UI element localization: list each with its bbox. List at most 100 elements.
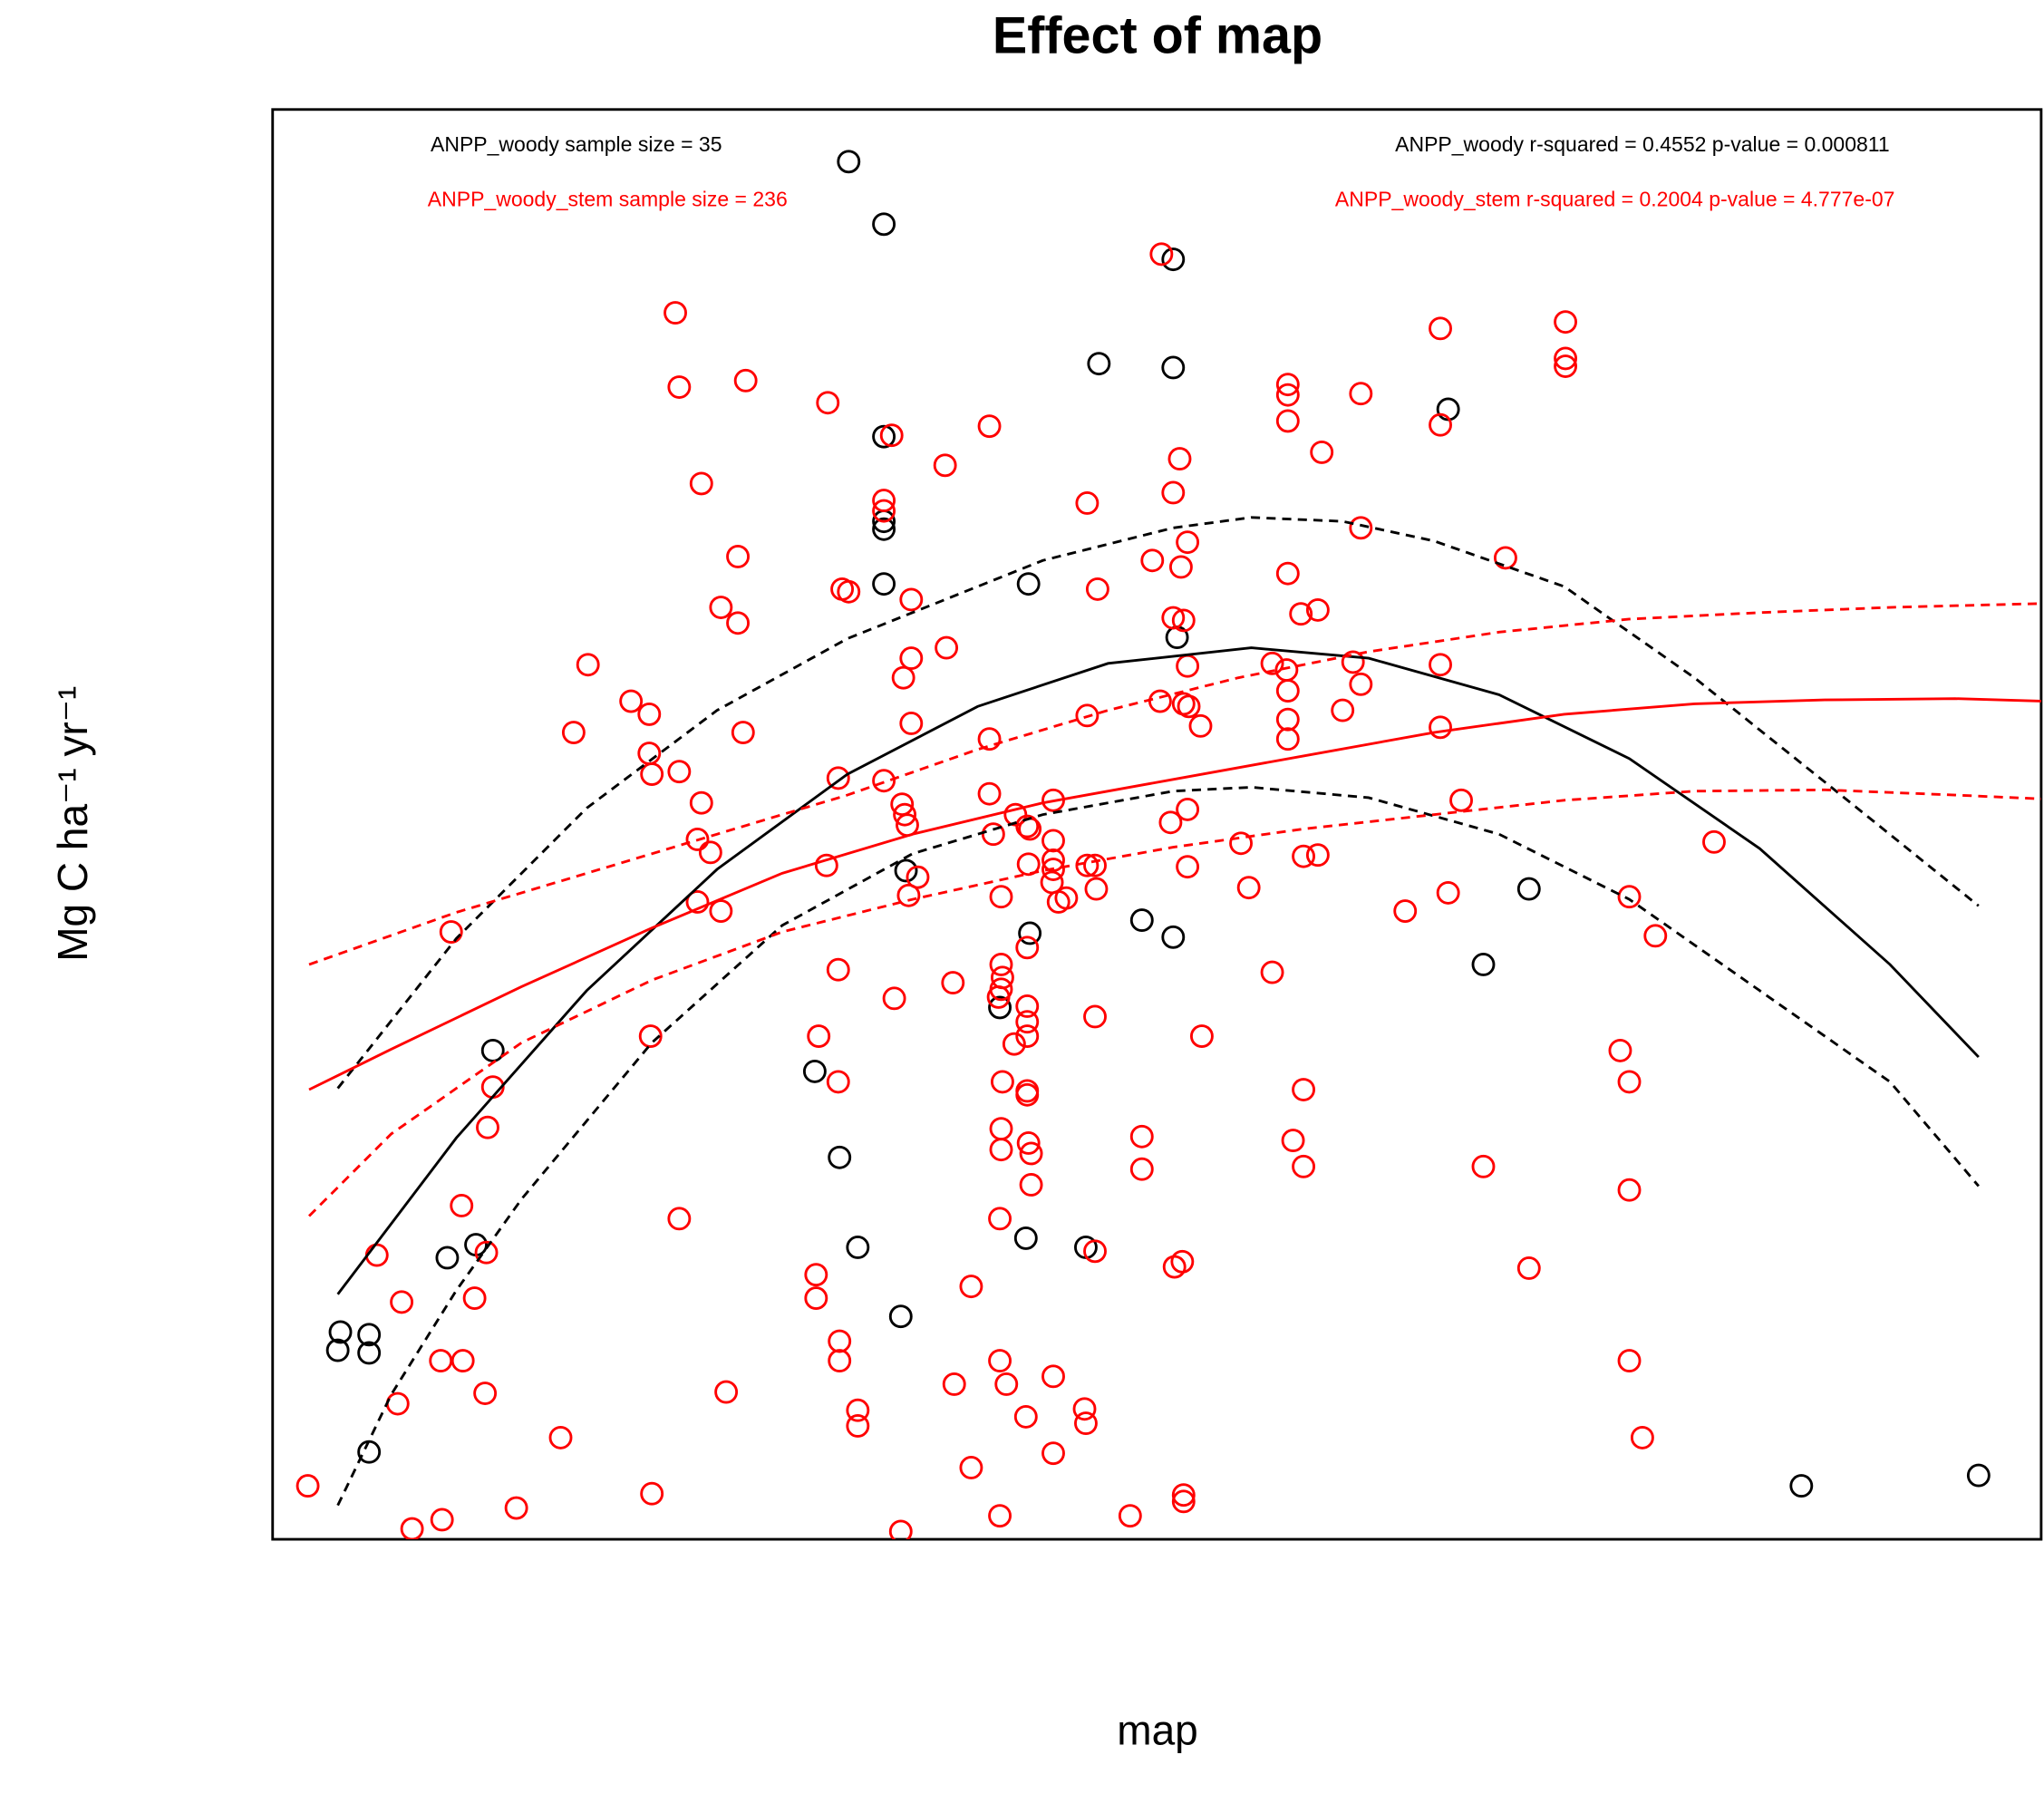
data-point [933, 453, 957, 478]
data-point [807, 1024, 831, 1049]
data-point [826, 1070, 850, 1094]
data-point [328, 1320, 353, 1344]
confidence-line [336, 516, 1980, 1090]
data-point [1083, 853, 1107, 877]
data-point [1016, 852, 1041, 877]
data-point [977, 727, 1002, 751]
data-point [994, 1372, 1019, 1396]
data-point [894, 858, 918, 883]
data-point [882, 986, 906, 1011]
data-point [1087, 352, 1111, 376]
data-point [989, 1138, 1013, 1162]
data-point [1161, 606, 1186, 630]
data-point [1015, 814, 1040, 839]
data-point [435, 1246, 460, 1270]
data-point [891, 665, 915, 690]
data-point [1493, 546, 1517, 570]
data-point [837, 150, 861, 174]
data-point [709, 899, 733, 923]
data-point [1617, 1349, 1642, 1373]
data-point [1129, 1157, 1154, 1181]
data-point [1041, 1364, 1065, 1389]
data-point [906, 865, 930, 889]
confidence-line [307, 788, 2041, 1217]
data-point [893, 802, 917, 827]
data-point [1292, 1154, 1316, 1178]
data-point [1188, 713, 1213, 738]
data-point [888, 1304, 913, 1329]
data-point [1176, 530, 1200, 555]
annotation: ANPP_woody_stem sample size = 236 [428, 188, 788, 211]
data-point [804, 1286, 828, 1311]
data-point [548, 1425, 573, 1449]
data-point [576, 653, 600, 677]
data-point [357, 1440, 382, 1464]
data-point [474, 1240, 499, 1265]
data-point [1075, 491, 1099, 515]
data-point [1074, 1411, 1098, 1436]
data-point [814, 853, 838, 877]
data-point [837, 579, 861, 604]
data-point [872, 424, 896, 449]
data-point [685, 828, 710, 851]
data-point [726, 611, 750, 635]
data-point [667, 760, 692, 784]
data-point [1189, 1024, 1214, 1049]
data-point [1429, 412, 1452, 437]
data-point [731, 721, 755, 744]
data-point [667, 375, 692, 399]
data-point [1171, 608, 1196, 633]
data-point [1305, 597, 1330, 622]
data-point [1118, 1504, 1142, 1528]
data-point [872, 489, 896, 513]
annotation: ANPP_woody r-squared = 0.4552 p-value = … [1395, 132, 1890, 156]
data-point [429, 1349, 453, 1373]
data-point [899, 646, 924, 671]
data-point [941, 971, 965, 995]
data-point [1176, 797, 1200, 821]
data-point [828, 1145, 852, 1169]
data-point [1554, 354, 1578, 378]
data-point [1275, 409, 1300, 433]
data-point [899, 587, 924, 612]
data-point [1341, 650, 1365, 674]
data-point [709, 596, 733, 619]
data-point [1013, 1404, 1038, 1429]
data-point [1161, 480, 1186, 505]
data-point [640, 762, 664, 787]
data-point [1013, 1226, 1038, 1250]
data-point [826, 766, 850, 790]
data-point [1449, 788, 1473, 812]
data-point [1702, 829, 1726, 854]
data-point [1617, 1178, 1642, 1202]
data-point [1349, 382, 1373, 406]
data-point [1275, 373, 1300, 397]
data-point [1429, 653, 1452, 677]
data-point [1471, 953, 1496, 976]
data-point [295, 1474, 320, 1498]
data-point [430, 1508, 454, 1532]
data-point [1161, 925, 1186, 949]
data-point [828, 1329, 852, 1353]
data-point [1789, 1474, 1814, 1498]
data-point [439, 920, 463, 944]
data-point [1019, 1173, 1043, 1197]
data-point [1129, 1124, 1154, 1149]
data-point [1349, 516, 1373, 540]
data-point [1630, 1425, 1654, 1449]
data-point [400, 1517, 424, 1540]
data-point [977, 414, 1002, 439]
data-point [1292, 1078, 1316, 1101]
data-point [1275, 561, 1300, 586]
data-point [1161, 355, 1186, 380]
data-point [1516, 1256, 1541, 1280]
data-point [364, 1243, 389, 1267]
data-point [1084, 877, 1109, 901]
data-point [828, 1349, 852, 1373]
data-point [1015, 1010, 1040, 1034]
data-point [357, 1341, 382, 1365]
data-point [1015, 994, 1040, 1018]
data-point [1171, 1489, 1196, 1514]
data-point [1167, 447, 1192, 471]
